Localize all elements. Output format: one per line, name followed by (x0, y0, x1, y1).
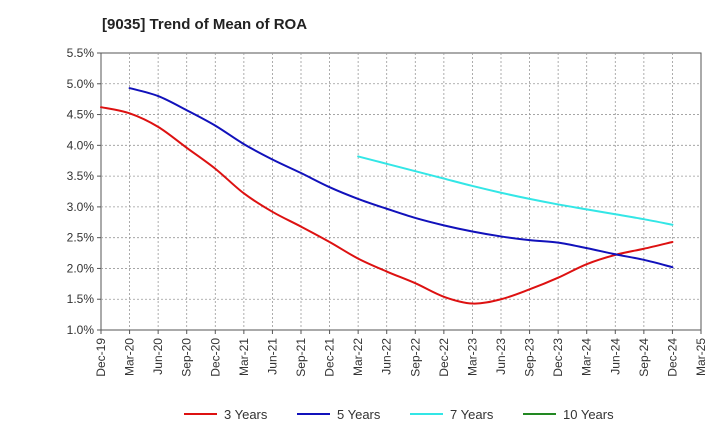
series-line-5-years (128, 87, 674, 269)
x-tick-label: Mar-23 (465, 338, 479, 376)
x-tick-label: Dec-24 (665, 338, 679, 377)
y-tick-label: 3.5% (67, 169, 95, 183)
legend-label-3-years: 3 Years (224, 407, 268, 422)
series-lines (100, 87, 674, 305)
y-tick-label: 4.5% (67, 108, 95, 122)
legend: 3 Years 5 Years 7 Years 10 Years (184, 407, 614, 422)
plot-area (100, 52, 702, 331)
y-tick-label: 5.5% (67, 46, 95, 60)
series-line-7-years (357, 155, 674, 226)
x-tick-label: Jun-22 (380, 338, 394, 375)
x-axis: Dec-19 Mar-20 Jun-20 Sep-20 Dec-20 Mar-21 Jun-… (94, 330, 708, 377)
x-tick-label: Sep-23 (523, 338, 537, 377)
x-tick-label: Sep-20 (180, 338, 194, 377)
y-tick-label: 1.0% (67, 323, 95, 337)
legend-label-7-years: 7 Years (450, 407, 494, 422)
y-tick-label: 4.0% (67, 138, 95, 152)
x-tick-label: Jun-23 (494, 338, 508, 375)
chart-title: [9035] Trend of Mean of ROA (102, 16, 307, 33)
x-tick-label: Jun-20 (151, 338, 165, 375)
x-tick-label: Mar-24 (580, 338, 594, 376)
grid-lines (101, 53, 701, 330)
x-tick-label: Sep-24 (637, 338, 651, 377)
x-tick-label: Dec-22 (437, 338, 451, 377)
x-tick-label: Jun-24 (608, 338, 622, 375)
x-tick-label: Dec-20 (208, 338, 222, 377)
x-tick-label: Sep-21 (294, 338, 308, 377)
y-tick-label: 1.5% (67, 292, 95, 306)
y-tick-label: 3.0% (67, 200, 95, 214)
x-tick-label: Dec-23 (551, 338, 565, 377)
x-tick-label: Sep-22 (408, 338, 422, 377)
y-tick-label: 5.0% (67, 77, 95, 91)
x-tick-label: Mar-20 (123, 338, 137, 376)
legend-label-5-years: 5 Years (337, 407, 381, 422)
x-tick-label: Mar-25 (694, 338, 708, 376)
series-line-3-years (100, 106, 674, 305)
y-tick-label: 2.5% (67, 231, 95, 245)
legend-label-10-years: 10 Years (563, 407, 614, 422)
y-axis: 1.0% 1.5% 2.0% 2.5% 3.0% 3.5% 4.0% 4.5% 5.0% 5.5% (67, 46, 101, 337)
x-tick-label: Mar-22 (351, 338, 365, 376)
x-tick-label: Dec-19 (94, 338, 108, 377)
x-tick-label: Jun-21 (265, 338, 279, 375)
x-tick-label: Dec-21 (323, 338, 337, 377)
x-tick-label: Mar-21 (237, 338, 251, 376)
y-tick-label: 2.0% (67, 261, 95, 275)
